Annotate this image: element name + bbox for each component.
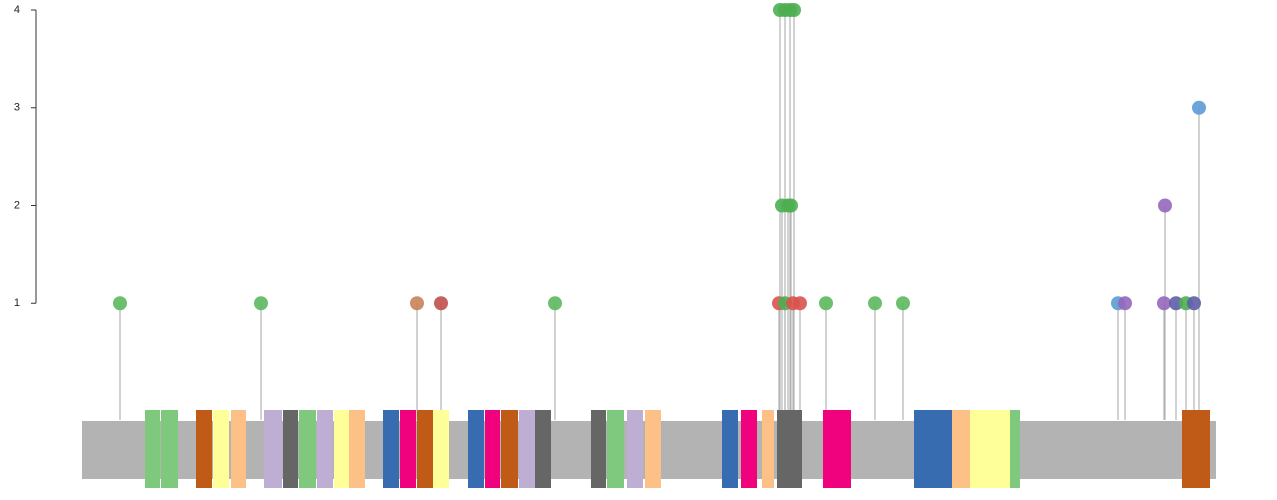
y-tick-label: 2	[14, 199, 20, 211]
domain	[777, 410, 802, 488]
domain	[1010, 410, 1020, 488]
domain	[722, 410, 738, 488]
mutation-point	[1192, 100, 1206, 115]
mutation-point	[793, 296, 807, 311]
mutation-point	[410, 296, 424, 311]
mutation-point	[819, 296, 833, 311]
domain	[317, 410, 333, 488]
domain	[591, 410, 606, 488]
domain	[645, 410, 661, 488]
domain	[1182, 410, 1210, 488]
domain	[914, 410, 952, 488]
domain	[145, 410, 160, 488]
domain	[741, 410, 757, 488]
domain	[299, 410, 316, 488]
domain	[213, 410, 229, 488]
mutation-point	[1157, 296, 1171, 311]
mutation-point	[1158, 198, 1172, 213]
domain	[485, 410, 500, 488]
domain	[823, 410, 851, 488]
domain	[383, 410, 399, 488]
y-tick-label: 1	[14, 297, 20, 309]
y-tick-label: 4	[14, 4, 20, 16]
domain	[970, 410, 1010, 488]
mutation-point	[1118, 296, 1132, 311]
mutation-point	[868, 296, 882, 311]
domain	[627, 410, 643, 488]
mutation-point	[1187, 296, 1201, 311]
domain	[400, 410, 416, 488]
domain	[519, 410, 535, 488]
domain	[762, 410, 774, 488]
mutation-point	[896, 296, 910, 311]
domain	[196, 410, 212, 488]
mutation-point	[1169, 296, 1183, 311]
mutation-point	[254, 296, 268, 311]
mutation-point	[784, 198, 798, 213]
mutation-point	[434, 296, 448, 311]
domain	[283, 410, 298, 488]
domain	[607, 410, 624, 488]
domain	[161, 410, 178, 488]
domain	[535, 410, 551, 488]
domain	[417, 410, 433, 488]
domain	[952, 410, 970, 488]
y-tick-label: 3	[14, 102, 20, 114]
mutation-point	[548, 296, 562, 311]
domain	[501, 410, 518, 488]
mutation-point	[787, 3, 801, 17]
mutation-point	[113, 296, 127, 311]
domain	[231, 410, 246, 488]
domain	[334, 410, 349, 488]
domain	[468, 410, 484, 488]
domain	[349, 410, 365, 488]
domain	[264, 410, 282, 488]
domain	[433, 410, 449, 488]
